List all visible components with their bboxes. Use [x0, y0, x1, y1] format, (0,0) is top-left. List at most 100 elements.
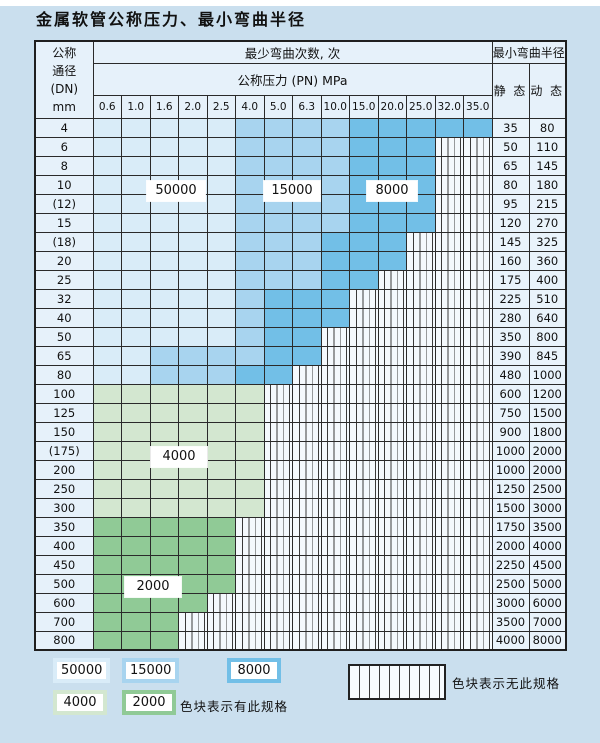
spec-cell	[206, 440, 236, 461]
no-spec-cell	[206, 630, 236, 651]
spec-cell	[292, 288, 322, 309]
legend-chip-15000: 15000	[122, 658, 180, 683]
spec-cell	[292, 326, 322, 347]
spec-cell	[149, 611, 179, 632]
no-spec-cell	[206, 611, 236, 632]
dynamic-radius-cell: 3000	[528, 497, 567, 518]
spec-cell	[206, 345, 236, 366]
static-radius-cell: 80	[491, 174, 530, 195]
legend-chip-2000: 2000	[122, 690, 176, 715]
no-spec-cell	[320, 554, 350, 575]
static-radius-cell: 1000	[491, 459, 530, 480]
no-spec-cell	[320, 383, 350, 404]
spec-cell	[263, 326, 293, 347]
static-radius-cell: 50	[491, 136, 530, 157]
no-spec-cell	[434, 250, 464, 271]
no-spec-cell	[434, 421, 464, 442]
spec-cell	[92, 345, 122, 366]
spec-cell	[206, 269, 236, 290]
nominal-pressure-header: 公称压力 (PN) MPa	[92, 62, 493, 96]
dn-cell: (12)	[34, 193, 94, 214]
no-spec-cell	[292, 364, 322, 385]
no-spec-cell	[434, 174, 464, 195]
no-spec-cell	[349, 364, 379, 385]
no-spec-cell	[292, 516, 322, 537]
spec-cell	[121, 231, 151, 252]
no-spec-cell	[377, 307, 407, 328]
no-spec-cell	[434, 307, 464, 328]
spec-cell	[235, 155, 265, 176]
no-spec-cell	[434, 611, 464, 632]
spec-cell	[235, 459, 265, 480]
no-spec-cell	[292, 459, 322, 480]
no-spec-cell	[406, 402, 436, 423]
no-spec-cell	[320, 573, 350, 594]
bend-cycles-header: 最少弯曲次数, 次	[92, 40, 493, 64]
dn-cell: 350	[34, 516, 94, 537]
no-spec-cell	[349, 421, 379, 442]
spec-cell	[121, 440, 151, 461]
table-row: 32 225 510	[34, 288, 567, 309]
no-spec-cell	[349, 573, 379, 594]
spec-cell	[121, 554, 151, 575]
no-spec-cell	[235, 516, 265, 537]
no-spec-cell	[434, 440, 464, 461]
spec-cell	[235, 231, 265, 252]
spec-cell	[121, 212, 151, 233]
pressure-value-header: 5.0	[263, 94, 293, 119]
no-spec-cell	[320, 440, 350, 461]
table-row: 20 160 360	[34, 250, 567, 271]
no-spec-cell	[377, 535, 407, 556]
no-spec-cell	[434, 136, 464, 157]
spec-cell	[406, 155, 436, 176]
spec-cell	[178, 516, 208, 537]
no-spec-cell	[377, 288, 407, 309]
no-spec-cell	[206, 592, 236, 613]
no-spec-cell	[434, 497, 464, 518]
no-spec-cell	[292, 402, 322, 423]
spec-cell	[121, 136, 151, 157]
spec-cell	[92, 326, 122, 347]
spec-cell	[121, 516, 151, 537]
spec-cell	[121, 117, 151, 138]
legend-chip-4000: 4000	[53, 690, 107, 715]
spec-cell	[92, 307, 122, 328]
spec-cell	[206, 212, 236, 233]
no-spec-cell	[292, 535, 322, 556]
spec-cell	[92, 250, 122, 271]
dynamic-radius-cell: 110	[528, 136, 567, 157]
spec-cell	[263, 136, 293, 157]
spec-cell	[92, 516, 122, 537]
spec-cell	[206, 117, 236, 138]
no-spec-cell	[349, 554, 379, 575]
spec-cell	[178, 212, 208, 233]
no-spec-cell	[406, 592, 436, 613]
no-spec-cell	[349, 307, 379, 328]
no-spec-cell	[377, 326, 407, 347]
spec-cell	[377, 117, 407, 138]
spec-cell	[149, 383, 179, 404]
no-spec-cell	[320, 364, 350, 385]
spec-cell	[263, 117, 293, 138]
spec-cell	[178, 573, 208, 594]
no-spec-cell	[377, 554, 407, 575]
no-spec-cell	[377, 269, 407, 290]
static-radius-cell: 145	[491, 231, 530, 252]
no-spec-cell	[463, 535, 493, 556]
spec-cell	[263, 155, 293, 176]
spec-cell	[320, 174, 350, 195]
spec-cell	[235, 174, 265, 195]
dynamic-radius-cell: 215	[528, 193, 567, 214]
dn-column-header: 公称 通径 (DN) mm	[34, 40, 94, 119]
spec-cell	[178, 535, 208, 556]
spec-cell	[320, 117, 350, 138]
spec-cell	[263, 364, 293, 385]
no-spec-cell	[406, 307, 436, 328]
spec-cell	[235, 478, 265, 499]
spec-cell	[206, 516, 236, 537]
spec-cell	[292, 136, 322, 157]
dn-cell: 450	[34, 554, 94, 575]
spec-cell	[178, 269, 208, 290]
spec-cell	[235, 345, 265, 366]
dynamic-radius-cell: 270	[528, 212, 567, 233]
